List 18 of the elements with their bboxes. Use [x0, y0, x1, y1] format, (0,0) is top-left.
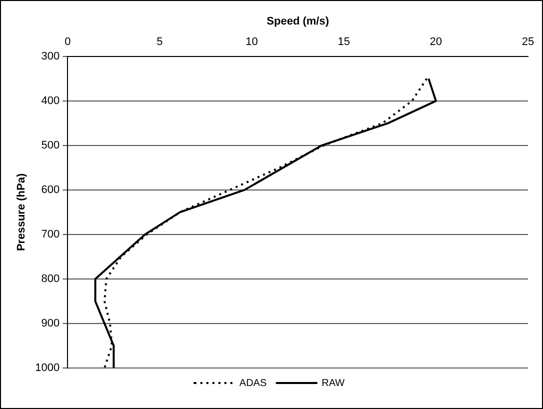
x-tick-label: 20 [430, 36, 442, 48]
y-tick-label: 500 [41, 139, 60, 152]
x-axis-title: Speed (m/s) [266, 16, 330, 28]
x-tick-label: 25 [522, 36, 534, 48]
x-tick-label: 5 [156, 36, 163, 48]
y-tick-label: 1000 [35, 362, 60, 374]
y-tick-label: 300 [41, 50, 60, 62]
y-tick-label: 700 [41, 228, 60, 240]
legend-label: ADAS [239, 378, 267, 389]
x-tick-label: 10 [246, 36, 258, 48]
y-axis-title: Pressure (hPa) [16, 173, 28, 252]
y-tick-label: 900 [41, 318, 60, 330]
y-tick-label: 400 [41, 94, 60, 107]
legend-label: RAW [322, 378, 346, 389]
x-tick-label: 0 [64, 36, 71, 48]
x-tick-label: 15 [338, 36, 350, 48]
y-tick-label: 600 [41, 184, 60, 196]
y-tick-label: 800 [41, 273, 60, 286]
